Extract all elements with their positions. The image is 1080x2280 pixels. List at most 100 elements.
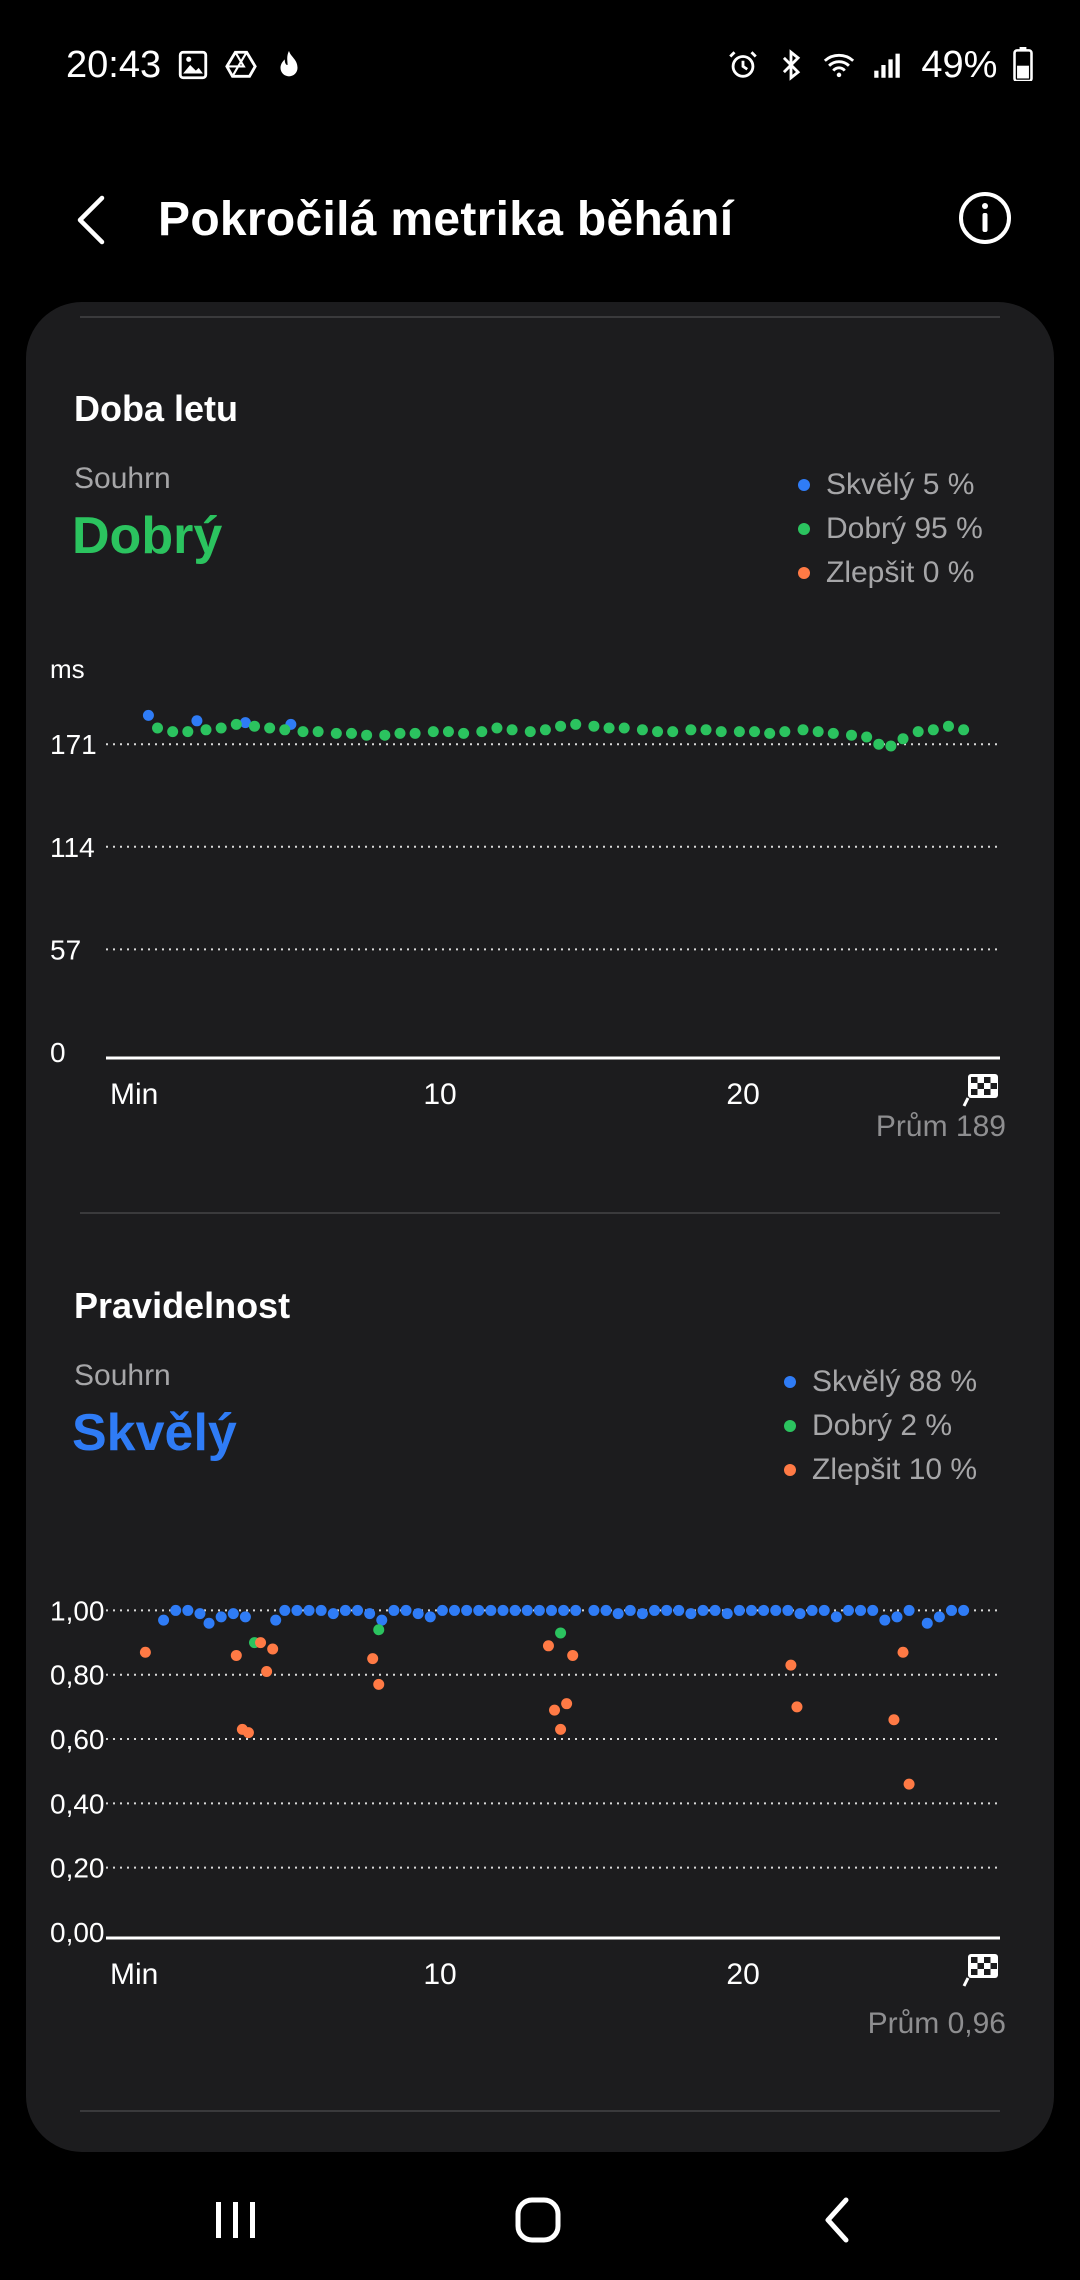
y-axis-label: ms xyxy=(50,654,85,684)
legend-item-good: Dobrý 2 % xyxy=(784,1409,977,1443)
legend-label: Dobrý 2 % xyxy=(812,1409,953,1442)
data-point xyxy=(927,724,939,736)
data-point xyxy=(542,1640,554,1652)
data-point xyxy=(182,726,194,738)
data-point xyxy=(912,726,924,738)
data-point xyxy=(618,722,630,734)
data-point xyxy=(567,1649,579,1661)
data-point xyxy=(255,1637,267,1649)
data-point xyxy=(400,1604,412,1616)
data-point xyxy=(352,1604,364,1616)
data-point xyxy=(561,1698,573,1710)
battery-percent: 49% xyxy=(921,44,998,86)
y-tick-label: 0,40 xyxy=(50,1788,105,1819)
data-point xyxy=(442,726,454,738)
y-tick-label: 1,00 xyxy=(50,1595,105,1626)
data-point xyxy=(806,1604,818,1616)
y-tick-label: 0,80 xyxy=(50,1660,105,1691)
data-point xyxy=(539,724,551,736)
summary-value: Dobrý xyxy=(72,507,223,565)
x-tick-label: Min xyxy=(110,1958,158,1991)
legend-item-great: Skvělý 5 % xyxy=(798,468,983,502)
data-point xyxy=(867,1604,879,1616)
alarm-icon xyxy=(729,51,757,78)
data-point xyxy=(388,1604,400,1616)
data-point xyxy=(830,1611,842,1623)
app-bar: Pokročilá metrika běhání xyxy=(0,170,1080,270)
legend: Skvělý 5 % Dobrý 95 % Zlepšit 0 % xyxy=(798,468,983,590)
data-point xyxy=(376,1614,388,1626)
data-point xyxy=(158,1614,170,1626)
data-point xyxy=(436,1604,448,1616)
y-tick-label: 114 xyxy=(50,832,95,863)
recent-apps-icon[interactable] xyxy=(196,2190,276,2250)
data-point xyxy=(779,726,791,738)
data-point xyxy=(491,722,503,734)
y-tick-label: 57 xyxy=(50,934,81,965)
data-point xyxy=(230,1649,242,1661)
data-point xyxy=(303,1604,315,1616)
data-point xyxy=(842,1604,854,1616)
data-point xyxy=(733,1604,745,1616)
info-icon[interactable] xyxy=(955,188,1015,248)
y-tick-label: 0,60 xyxy=(50,1724,105,1755)
back-arrow-icon[interactable] xyxy=(64,190,124,250)
data-point xyxy=(167,726,179,738)
legend-item-good: Dobrý 95 % xyxy=(798,512,983,546)
legend-dot xyxy=(798,479,810,491)
data-point xyxy=(897,1646,909,1658)
wifi-icon xyxy=(823,53,855,78)
section-title-regularity: Pravidelnost xyxy=(74,1285,291,1326)
legend-label: Dobrý 95 % xyxy=(826,512,983,545)
data-point xyxy=(549,1704,561,1716)
gallery-icon xyxy=(178,50,208,80)
data-point xyxy=(142,709,154,721)
divider xyxy=(80,2110,1000,2112)
data-point xyxy=(227,1608,239,1620)
legend: Skvělý 88 % Dobrý 2 % Zlepšit 10 % xyxy=(784,1365,977,1487)
data-point xyxy=(588,720,600,732)
legend-item-improve: Zlepšit 10 % xyxy=(784,1453,977,1487)
data-point xyxy=(891,1611,903,1623)
data-point xyxy=(203,1617,215,1629)
data-point xyxy=(721,1608,733,1620)
summary-label: Souhrn xyxy=(74,1359,171,1392)
data-point xyxy=(791,1701,803,1713)
data-point xyxy=(697,1604,709,1616)
data-point xyxy=(373,1624,385,1636)
data-point xyxy=(248,720,260,732)
summary-label: Souhrn xyxy=(74,462,171,495)
status-left-icons xyxy=(176,48,306,82)
data-point xyxy=(758,1604,770,1616)
data-point xyxy=(412,1608,424,1620)
data-point xyxy=(885,740,897,752)
data-point xyxy=(279,1604,291,1616)
data-point xyxy=(685,1608,697,1620)
legend-dot xyxy=(784,1376,796,1388)
data-point xyxy=(312,726,324,738)
divider xyxy=(80,316,1000,318)
data-point xyxy=(636,724,648,736)
data-point xyxy=(555,720,567,732)
checkered-flag-icon xyxy=(962,1074,998,1107)
battery-icon xyxy=(1013,47,1033,83)
data-point xyxy=(449,1604,461,1616)
data-point xyxy=(427,726,439,738)
data-point xyxy=(861,731,873,743)
data-point xyxy=(152,722,164,734)
nav-back-icon[interactable] xyxy=(800,2190,880,2250)
data-point xyxy=(812,726,824,738)
data-point xyxy=(497,1604,509,1616)
summary-value: Skvělý xyxy=(72,1404,237,1462)
home-icon[interactable] xyxy=(498,2190,578,2250)
data-point xyxy=(764,727,776,739)
data-point xyxy=(379,729,391,741)
data-point xyxy=(942,720,954,732)
data-point xyxy=(361,729,373,741)
data-point xyxy=(700,724,712,736)
x-tick-label: 20 xyxy=(726,1958,759,1991)
data-point xyxy=(373,1678,385,1690)
data-point xyxy=(521,1604,533,1616)
y-tick-label: 171 xyxy=(50,729,97,760)
data-point xyxy=(509,1604,521,1616)
